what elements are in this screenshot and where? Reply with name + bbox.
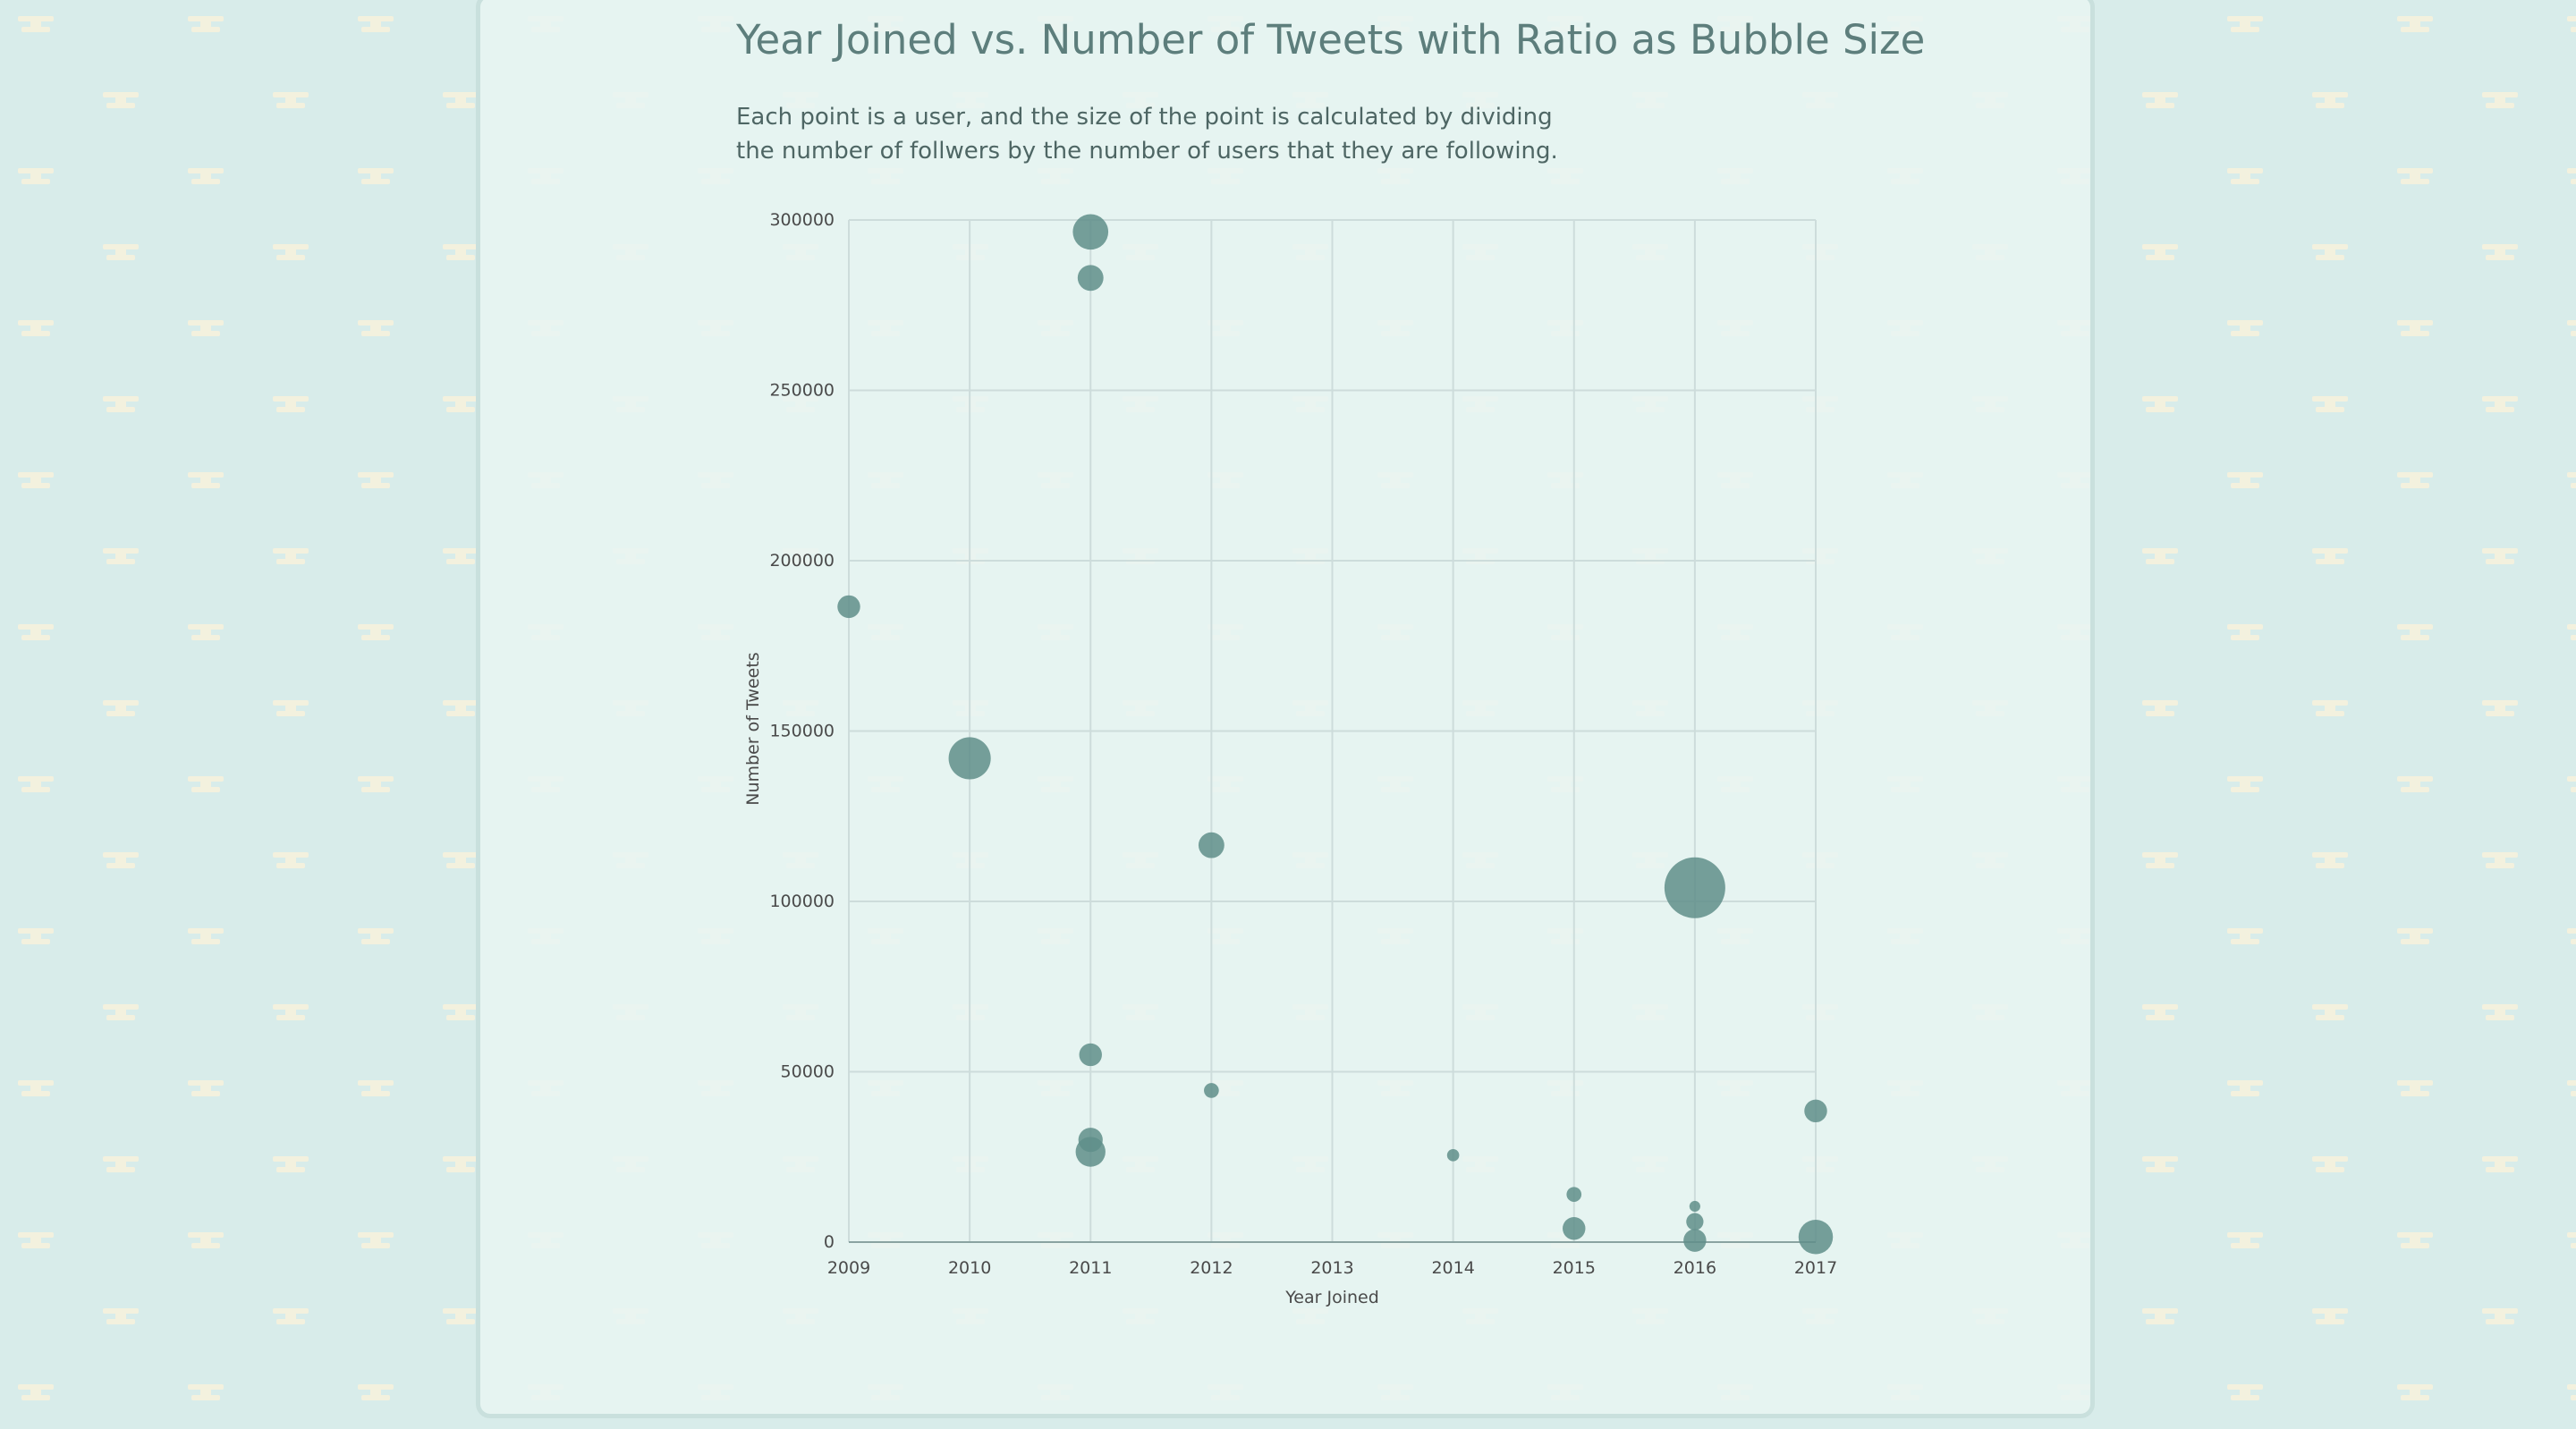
chart-title: Year Joined vs. Number of Tweets with Ra…	[736, 16, 1926, 63]
bubble-point	[837, 595, 860, 619]
x-tick-label: 2013	[1310, 1258, 1353, 1278]
x-tick-label: 2010	[948, 1258, 991, 1278]
bubble-point	[1075, 1137, 1106, 1167]
bubble-point	[1686, 1213, 1704, 1230]
content-panel	[476, 0, 2095, 1418]
bubble-point	[948, 737, 991, 780]
x-tick-label: 2012	[1190, 1258, 1233, 1278]
x-tick-label: 2017	[1794, 1258, 1837, 1278]
y-axis-label: Number of Tweets	[743, 652, 763, 805]
tick-labels: 2009 2010 2011 2012 2013 2014 2015 2016 2017 0 500…	[769, 210, 1837, 1278]
x-tick-label: 2015	[1553, 1258, 1596, 1278]
chart-description: Each point is a user, and the size of th…	[736, 100, 1558, 168]
bubbles	[837, 214, 1834, 1255]
bubble-point	[1079, 1043, 1102, 1067]
bubble-point	[1072, 214, 1109, 250]
y-tick-label: 200000	[769, 551, 835, 571]
bubble-point	[1566, 1187, 1582, 1202]
x-tick-label: 2009	[827, 1258, 870, 1278]
bubble-point	[1077, 265, 1104, 292]
x-tick-label: 2014	[1431, 1258, 1474, 1278]
description-line-1: Each point is a user, and the size of th…	[736, 104, 1553, 131]
bubble-point	[1204, 1083, 1219, 1098]
description-line-2: the number of follwers by the number of …	[736, 138, 1558, 165]
bubble-point	[1804, 1099, 1827, 1123]
bubble-point	[1198, 832, 1224, 858]
y-tick-label: 0	[824, 1232, 835, 1252]
bubble-point	[1664, 857, 1725, 918]
bubble-point	[1563, 1217, 1586, 1240]
bubble-point	[1689, 1200, 1700, 1213]
x-tick-label: 2011	[1069, 1258, 1112, 1278]
x-axis-label: Year Joined	[1284, 1288, 1379, 1307]
y-tick-label: 50000	[781, 1062, 835, 1082]
y-tick-label: 150000	[769, 722, 835, 741]
x-tick-label: 2016	[1674, 1258, 1716, 1278]
bubble-point	[1798, 1220, 1834, 1255]
bubble-point	[1683, 1229, 1707, 1252]
y-tick-label: 100000	[769, 892, 835, 911]
y-tick-label: 300000	[769, 210, 835, 230]
y-tick-label: 250000	[769, 381, 835, 401]
grid-lines	[848, 219, 1817, 1242]
bubble-point	[1446, 1149, 1460, 1162]
